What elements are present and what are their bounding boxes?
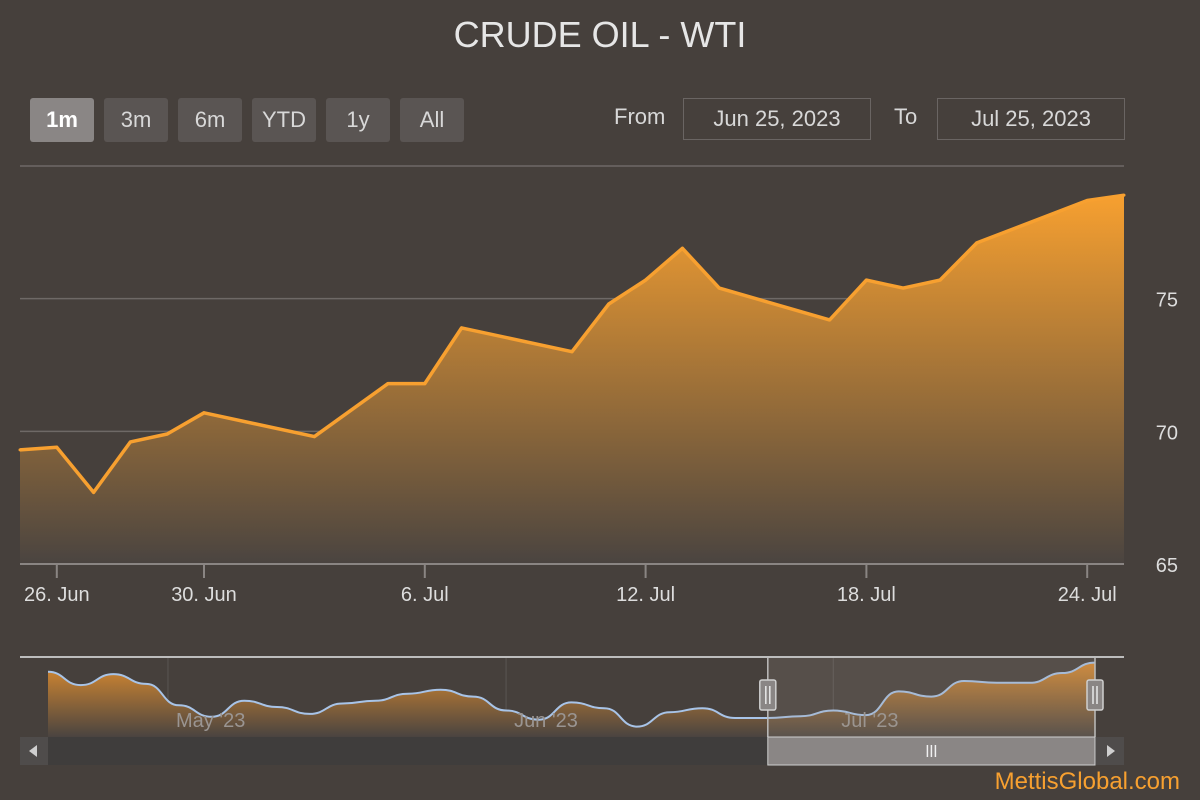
navigator-area bbox=[48, 662, 1095, 737]
price-point-2023-07-12 bbox=[644, 278, 648, 282]
range-button-6m[interactable]: 6m bbox=[178, 98, 242, 142]
x-tick-label-2023-07-12: 12. Jul bbox=[616, 584, 675, 606]
chart-title: CRUDE OIL - WTI bbox=[453, 14, 747, 55]
y-tick-label-65: 65 bbox=[1156, 555, 1178, 577]
x-tick-label-2023-06-26: 26. Jun bbox=[24, 584, 90, 606]
price-point-2023-07-20 bbox=[938, 278, 942, 282]
price-point-2023-07-10 bbox=[570, 350, 574, 354]
from-label: From bbox=[614, 104, 666, 129]
range-button-3m[interactable]: 3m bbox=[104, 98, 168, 142]
range-button-1y[interactable]: 1y bbox=[326, 98, 390, 142]
navigator-handle-right-body bbox=[1086, 679, 1104, 711]
navigator-handle-left-body bbox=[759, 679, 777, 711]
scrollbar-right-arrow-icon bbox=[1107, 745, 1115, 757]
range-button-all[interactable]: All bbox=[400, 98, 464, 142]
credit-link[interactable]: MettisGlobal.com bbox=[994, 768, 1180, 795]
price-point-2023-07-06 bbox=[423, 382, 427, 386]
price-point-2023-06-27 bbox=[92, 490, 96, 494]
x-tick-label-2023-07-24: 24. Jul bbox=[1058, 584, 1117, 606]
price-point-2023-07-25 bbox=[1122, 193, 1126, 197]
from-date-input[interactable] bbox=[683, 98, 871, 140]
price-point-2023-07-19 bbox=[901, 286, 905, 290]
price-point-2023-07-18 bbox=[864, 278, 868, 282]
price-point-2023-07-17 bbox=[828, 318, 832, 322]
navigator-handle-left[interactable] bbox=[759, 679, 777, 711]
price-point-2023-07-24 bbox=[1085, 198, 1089, 202]
x-tick-label-2023-07-18: 18. Jul bbox=[837, 584, 896, 606]
navigator-mask bbox=[767, 658, 1095, 737]
x-tick-label-2023-06-30: 30. Jun bbox=[171, 584, 237, 606]
navigator-label-2023-05-01: May '23 bbox=[176, 710, 245, 732]
price-point-2023-06-26 bbox=[55, 445, 59, 449]
y-tick-label-75: 75 bbox=[1156, 290, 1178, 312]
navigator-handle-right[interactable] bbox=[1086, 679, 1104, 711]
price-area bbox=[20, 195, 1124, 564]
price-point-2023-07-07 bbox=[460, 326, 464, 330]
x-tick-label-2023-07-06: 6. Jul bbox=[401, 584, 449, 606]
to-label: To bbox=[894, 104, 918, 129]
price-point-2023-06-25 bbox=[18, 448, 22, 452]
price-point-2023-06-28 bbox=[128, 440, 132, 444]
price-point-2023-06-30 bbox=[202, 411, 206, 415]
y-tick-label-70: 70 bbox=[1156, 422, 1178, 444]
range-button-ytd[interactable]: YTD bbox=[252, 98, 316, 142]
price-point-2023-07-14 bbox=[717, 286, 721, 290]
navigator-label-2023-07-01: Jul '23 bbox=[841, 710, 898, 732]
range-button-1m[interactable]: 1m bbox=[30, 98, 94, 142]
price-point-2023-07-21 bbox=[975, 241, 979, 245]
navigator-line bbox=[47, 661, 1096, 728]
price-line bbox=[19, 193, 1125, 495]
price-point-2023-07-05 bbox=[386, 382, 390, 386]
navigator-label-2023-06-01: Jun '23 bbox=[514, 710, 578, 732]
price-point-2023-07-13 bbox=[680, 246, 684, 250]
to-date-input[interactable] bbox=[937, 98, 1125, 140]
price-point-2023-07-11 bbox=[607, 302, 611, 306]
price-point-2023-06-29 bbox=[165, 432, 169, 436]
scrollbar-left-arrow-icon bbox=[29, 745, 37, 757]
price-point-2023-07-03 bbox=[312, 435, 316, 439]
